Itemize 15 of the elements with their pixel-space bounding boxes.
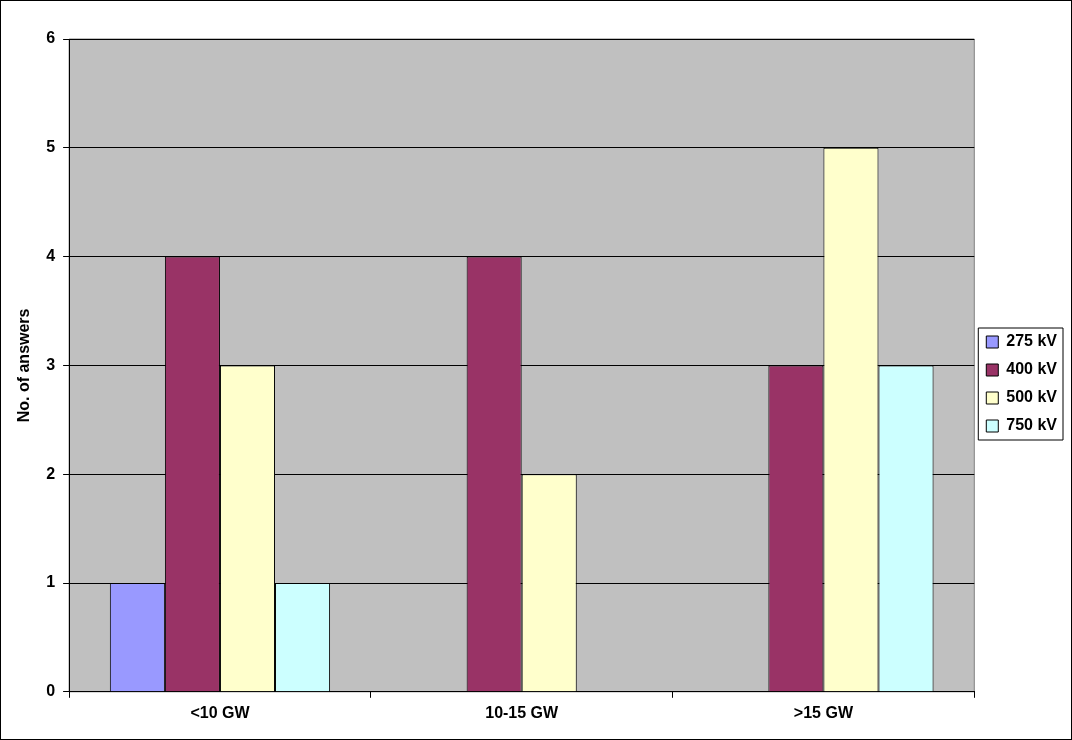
x-tick-label: >15 GW: [793, 703, 854, 721]
y-tick-label: 5: [46, 138, 56, 156]
legend-label: 500 kV: [1006, 388, 1058, 406]
y-tick-label: 2: [46, 464, 56, 482]
y-tick-label: 1: [46, 573, 56, 591]
y-tick-label: 3: [46, 355, 56, 373]
y-tick-label: 6: [46, 29, 56, 47]
legend-label: 750 kV: [1006, 416, 1058, 434]
legend-label: 400 kV: [1006, 360, 1058, 378]
x-tick-label: 10-15 GW: [485, 703, 560, 721]
y-axis-title: No. of answers: [15, 308, 33, 423]
y-tick-label: 4: [46, 247, 56, 265]
y-tick-label: 0: [46, 682, 56, 700]
x-tick-label: <10 GW: [190, 703, 251, 721]
legend-label: 275 kV: [1006, 332, 1058, 350]
